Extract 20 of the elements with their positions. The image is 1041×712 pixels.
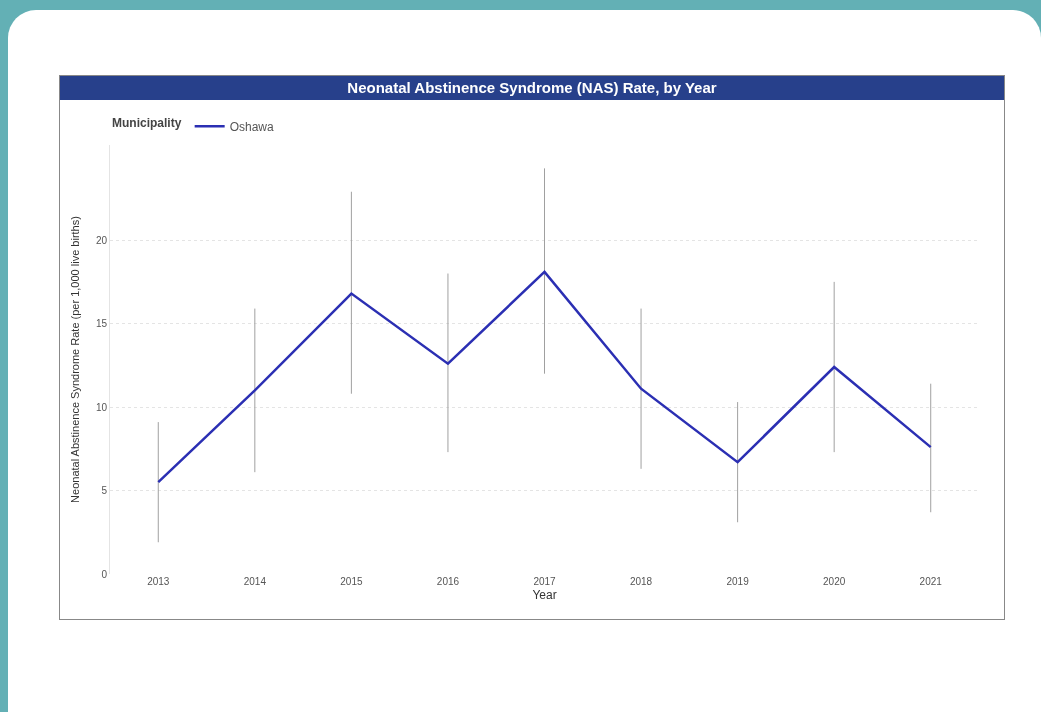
y-tick-label: 10 <box>95 401 108 413</box>
y-tick-label: 20 <box>95 234 108 246</box>
x-tick-label: 2020 <box>823 576 846 587</box>
legend-label: Oshawa <box>229 119 275 134</box>
x-tick-label: 2014 <box>243 576 267 587</box>
x-tick-label: 2013 <box>147 576 170 587</box>
x-tick-label: 2021 <box>919 576 943 587</box>
x-tick-label: 2016 <box>436 576 460 587</box>
y-tick-label: 15 <box>95 318 108 330</box>
x-axis-title: Year <box>532 587 557 602</box>
y-tick-label: 0 <box>101 568 108 580</box>
x-tick-label: 2015 <box>340 576 363 587</box>
y-axis-title: Neonatal Abstinence Syndrome Rate (per 1,000 live births) <box>68 216 81 503</box>
x-tick-label: 2017 <box>533 576 557 587</box>
chart-title: Neonatal Abstinence Syndrome (NAS) Rate, by Year <box>60 76 1004 100</box>
x-tick-label: 2019 <box>726 576 750 587</box>
line-series <box>157 270 932 484</box>
x-tick-label: 2018 <box>629 576 653 587</box>
y-tick-label: 5 <box>101 485 108 497</box>
legend-title: Municipality <box>112 116 182 131</box>
